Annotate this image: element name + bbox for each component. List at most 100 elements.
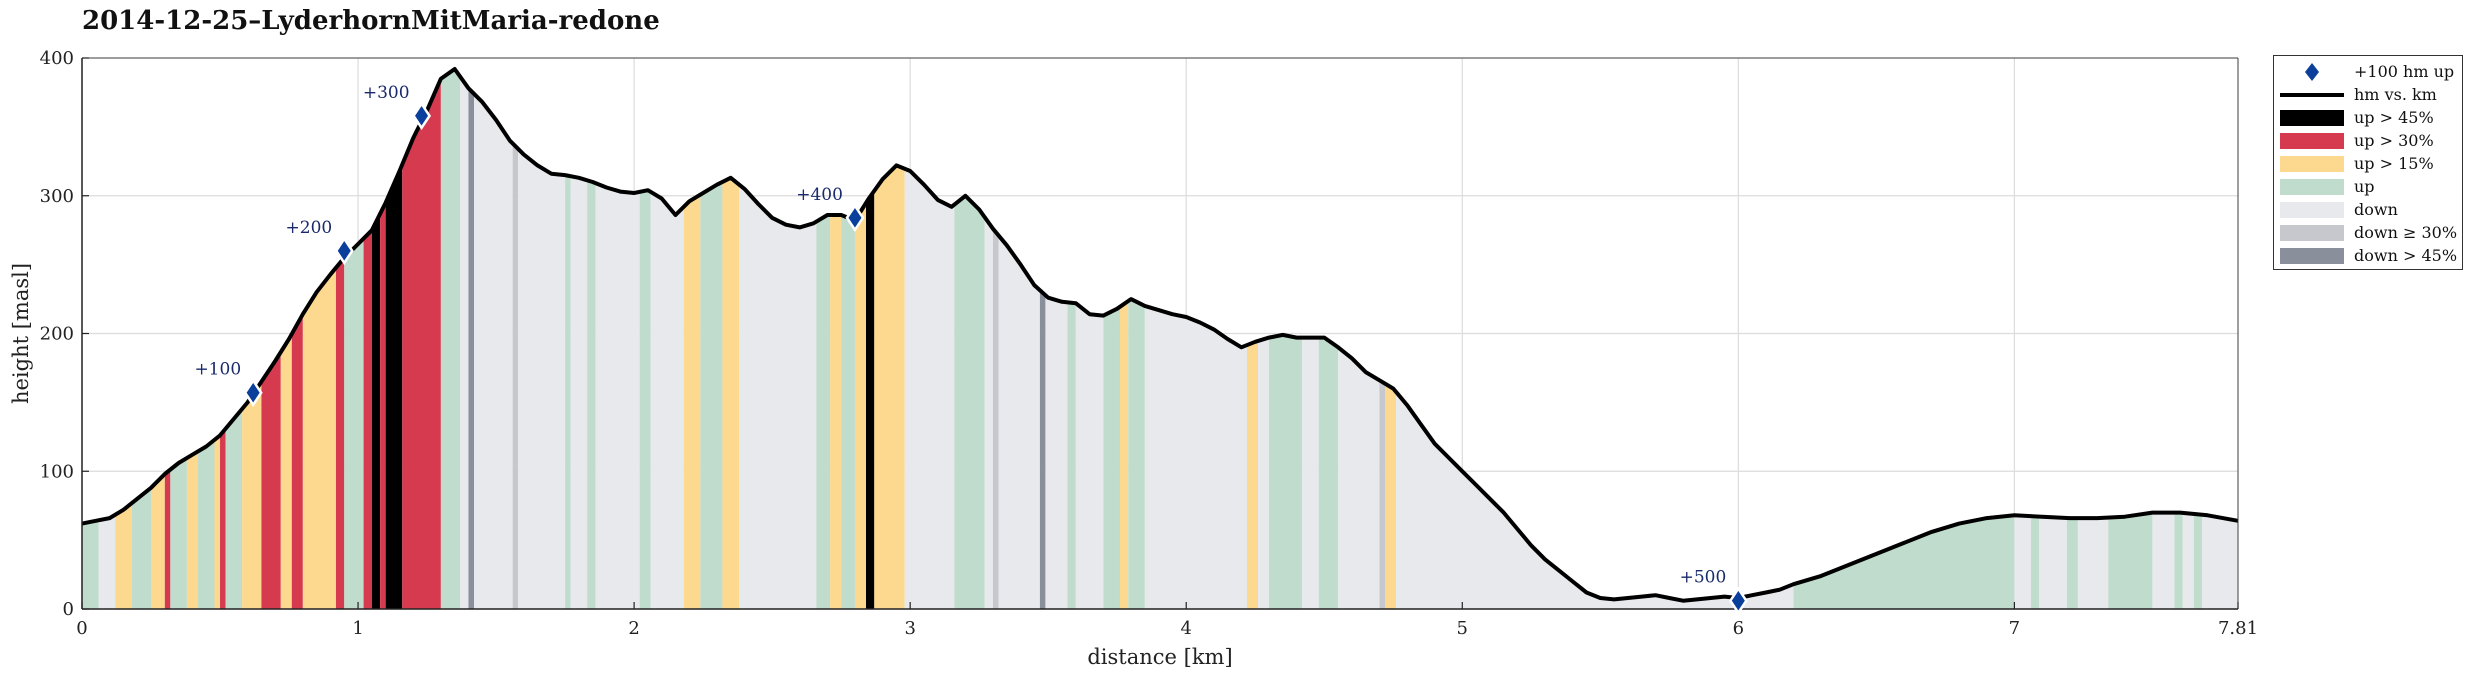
slope-band <box>440 69 461 609</box>
slope-band <box>595 69 640 609</box>
slope-band <box>344 69 364 609</box>
x-axis-label: distance [km] <box>1087 645 1232 669</box>
hm-marker <box>412 101 432 131</box>
y-tick-label: 100 <box>40 461 74 482</box>
slope-band <box>1045 69 1068 609</box>
slope-band <box>1103 69 1120 609</box>
hm-marker-label: +100 <box>194 360 241 380</box>
y-tick-label: 400 <box>40 48 74 69</box>
slope-band <box>385 69 403 609</box>
tick-labels: 0 1 2 3 4 5 6 7 7.81 0 100 200 300 400 <box>40 48 2258 639</box>
legend-label: up <box>2354 177 2375 196</box>
elevation-profile-line <box>81 67 2239 603</box>
hm-marker-label: +400 <box>796 185 843 205</box>
slope-band <box>363 69 372 609</box>
hm-marker-label: +200 <box>286 218 333 238</box>
x-tick-label: 5 <box>1457 618 1468 639</box>
legend-symbol <box>2280 224 2344 241</box>
legend-label: down <box>2354 200 2398 219</box>
legend-item: down > 45% <box>2280 244 2458 267</box>
legend-label: up > 45% <box>2354 108 2434 127</box>
slope-band <box>954 69 985 609</box>
slope-band <box>1128 69 1145 609</box>
slope-band <box>565 69 571 609</box>
y-axis-label: height [masl] <box>9 263 33 404</box>
legend-symbol <box>2280 109 2344 126</box>
hm-marker-label: +500 <box>1680 568 1727 588</box>
slope-band <box>700 69 723 609</box>
slope-band <box>639 69 651 609</box>
slope-band <box>468 69 474 609</box>
x-tick-label: 7.81 <box>2218 618 2258 639</box>
slope-band <box>335 69 345 609</box>
slope-band <box>570 69 588 609</box>
legend-item: down <box>2280 198 2456 221</box>
slope-band <box>904 69 955 609</box>
legend: +100 hm up hm vs. km up > 45% up > 30% up > … <box>2273 55 2463 270</box>
y-tick-label: 0 <box>63 599 74 620</box>
legend-item: up > 30% <box>2280 129 2456 152</box>
legend-label: down ≥ 30% <box>2354 223 2458 242</box>
slope-band <box>874 69 905 609</box>
legend-symbol <box>2280 247 2344 264</box>
slope-band <box>998 69 1040 609</box>
slope-band <box>1075 69 1104 609</box>
legend-item: hm vs. km <box>2280 83 2456 106</box>
legend-symbol <box>2280 155 2344 172</box>
hm-marker-label: +300 <box>363 83 410 103</box>
x-tick-label: 6 <box>1733 618 1744 639</box>
slope-band <box>1067 69 1076 609</box>
slope-band <box>1119 69 1129 609</box>
slope-band <box>650 69 684 609</box>
hm-marker <box>243 378 263 407</box>
legend-item: up > 45% <box>2280 106 2456 129</box>
slope-band <box>1039 69 1046 609</box>
legend-symbol <box>2280 62 2344 81</box>
slope-band <box>854 69 866 609</box>
x-tick-label: 4 <box>1180 618 1191 639</box>
legend-label: +100 hm up <box>2354 62 2455 81</box>
slope-band <box>371 69 381 609</box>
slope-band <box>984 69 993 609</box>
x-tick-label: 7 <box>2009 618 2020 639</box>
y-tick-label: 300 <box>40 186 74 207</box>
legend-label: up > 30% <box>2354 131 2434 150</box>
legend-item: up > 15% <box>2280 152 2456 175</box>
legend-label: down > 45% <box>2354 246 2458 265</box>
legend-label: up > 15% <box>2354 154 2434 173</box>
legend-item: up <box>2280 175 2456 198</box>
slope-band <box>302 69 336 609</box>
legend-symbol <box>2280 132 2344 149</box>
legend-item: +100 hm up <box>2280 60 2456 83</box>
x-tick-label: 0 <box>76 618 87 639</box>
slope-band <box>739 69 817 609</box>
slope-band <box>587 69 596 609</box>
slope-band <box>512 69 519 609</box>
x-tick-label: 2 <box>628 618 639 639</box>
legend-symbol <box>2280 201 2344 218</box>
slope-band <box>816 69 831 609</box>
slope-band <box>380 69 386 609</box>
hm-marker <box>1728 586 1748 615</box>
slope-band <box>841 69 855 609</box>
slope-band <box>518 69 566 609</box>
slope-band <box>460 69 469 609</box>
y-tick-label: 200 <box>40 324 74 345</box>
hm-marker <box>845 203 865 233</box>
hm-markers: +100 +200 +300 +400 +500 <box>194 83 1748 615</box>
slope-band <box>291 69 303 609</box>
slope-band <box>474 69 513 609</box>
slope-band <box>992 69 999 609</box>
hm-marker <box>334 236 354 266</box>
slope-band <box>683 69 701 609</box>
slope-band <box>830 69 842 609</box>
legend-item: down ≥ 30% <box>2280 221 2458 244</box>
slope-band <box>866 69 875 609</box>
slope-band <box>722 69 740 609</box>
x-tick-label: 3 <box>904 618 915 639</box>
legend-label: hm vs. km <box>2354 85 2437 104</box>
legend-symbol <box>2280 178 2344 195</box>
x-tick-label: 1 <box>352 618 363 639</box>
legend-symbol <box>2280 87 2344 103</box>
